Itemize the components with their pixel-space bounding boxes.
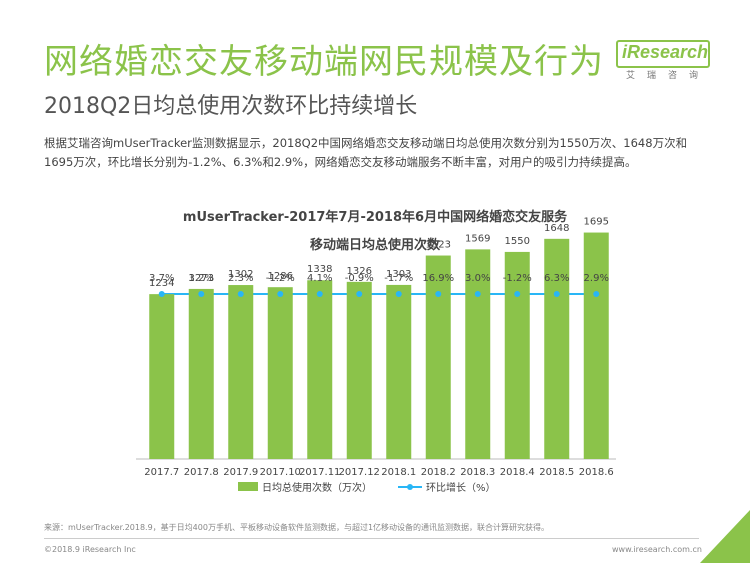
bar-value-label: 1326 <box>347 266 372 277</box>
bar <box>583 232 609 459</box>
bar-value-label: 1569 <box>465 233 490 244</box>
logo-name: iResearch <box>622 42 709 62</box>
growth-value-label: 16.9% <box>422 273 454 284</box>
x-tick-label: 2018.6 <box>579 467 614 478</box>
x-tick-label: 2017.9 <box>223 467 258 478</box>
logo-sub: 艾瑞咨询 <box>626 71 711 81</box>
growth-point <box>395 291 402 297</box>
growth-value-label: -1.2% <box>266 273 295 284</box>
growth-value-label: 4.1% <box>307 273 332 284</box>
bar-value-label: 1523 <box>426 240 451 251</box>
growth-value-label: -0.9% <box>345 273 374 284</box>
growth-point <box>435 291 442 297</box>
growth-point <box>593 291 600 297</box>
bar <box>267 287 293 459</box>
bar-value-label: 1286 <box>268 271 293 282</box>
x-tick-label: 2018.1 <box>381 467 416 478</box>
x-tick-label: 2018.4 <box>500 467 535 478</box>
bar-value-label: 1302 <box>228 269 253 280</box>
legend-bar-label: 日均总使用次数（万次） <box>262 481 372 494</box>
growth-point <box>316 291 323 297</box>
bar <box>504 251 530 459</box>
growth-point <box>158 291 165 297</box>
x-tick-label: 2017.12 <box>339 467 380 478</box>
x-tick-label: 2017.11 <box>299 467 340 478</box>
x-tick-label: 2018.5 <box>539 467 574 478</box>
growth-point <box>356 291 363 297</box>
legend-line-label: 环比增长（%） <box>426 481 496 494</box>
growth-value-label: 6.3% <box>544 273 569 284</box>
growth-point <box>198 291 205 297</box>
copyright: ©2018.9 iResearch Inc <box>44 545 136 554</box>
growth-value-label: 3.0% <box>465 273 490 284</box>
bar <box>346 281 372 459</box>
bar <box>307 280 333 459</box>
bar-value-label: 1234 <box>149 278 174 289</box>
description-text: 根据艾瑞咨询mUserTracker监测数据显示，2018Q2中国网络婚恋交友移… <box>44 136 688 169</box>
footer-divider <box>44 538 699 539</box>
iresearch-logo: iResearch 艾瑞咨询 <box>610 38 710 82</box>
bar <box>188 288 214 459</box>
chart-title-line1: mUserTracker-2017年7月-2018年6月中国网络婚恋交友服务 <box>182 210 568 225</box>
x-tick-label: 2018.3 <box>460 467 495 478</box>
bar-value-label: 1550 <box>505 236 530 247</box>
growth-value-label: 2.3% <box>228 273 253 284</box>
source-note: 来源：mUserTracker.2018.9，基于日均400万手机、平板移动设备… <box>44 523 550 532</box>
bar <box>386 284 412 459</box>
bar <box>465 249 491 459</box>
x-tick-label: 2017.7 <box>144 467 179 478</box>
growth-value-label: -1.7% <box>384 273 413 284</box>
growth-value-label: 2.9% <box>584 273 609 284</box>
page-subtitle: 2018Q2日均总使用次数环比持续增长 <box>44 94 418 119</box>
x-tick-label: 2018.2 <box>421 467 456 478</box>
bar <box>544 238 570 459</box>
bar <box>149 294 175 459</box>
page-title: 网络婚恋交友移动端网民规模及行为 <box>44 42 604 82</box>
corner-decoration <box>700 510 750 563</box>
bar <box>425 255 451 459</box>
website: www.iresearch.com.cn <box>612 545 702 554</box>
bar-value-label: 1303 <box>386 269 411 280</box>
logo-frame <box>616 40 710 68</box>
bar-value-label: 1273 <box>189 273 214 284</box>
x-tick-label: 2017.10 <box>260 467 301 478</box>
bar-value-label: 1648 <box>544 223 569 234</box>
bar-value-label: 1695 <box>584 217 609 228</box>
growth-value-label: 3.2% <box>189 273 214 284</box>
bar <box>228 285 254 459</box>
legend-bar-swatch <box>238 482 258 491</box>
growth-value-label: -1.2% <box>503 273 532 284</box>
bar-value-label: 1338 <box>307 264 332 275</box>
growth-value-label: 3.7% <box>149 273 174 284</box>
growth-point <box>553 291 560 297</box>
legend-line-marker <box>407 484 413 490</box>
growth-point <box>474 291 481 297</box>
x-tick-label: 2017.8 <box>184 467 219 478</box>
growth-point <box>237 291 244 297</box>
growth-point <box>277 291 284 297</box>
chart-title-line2: 移动端日均总使用次数 <box>309 238 440 253</box>
growth-point <box>514 291 521 297</box>
